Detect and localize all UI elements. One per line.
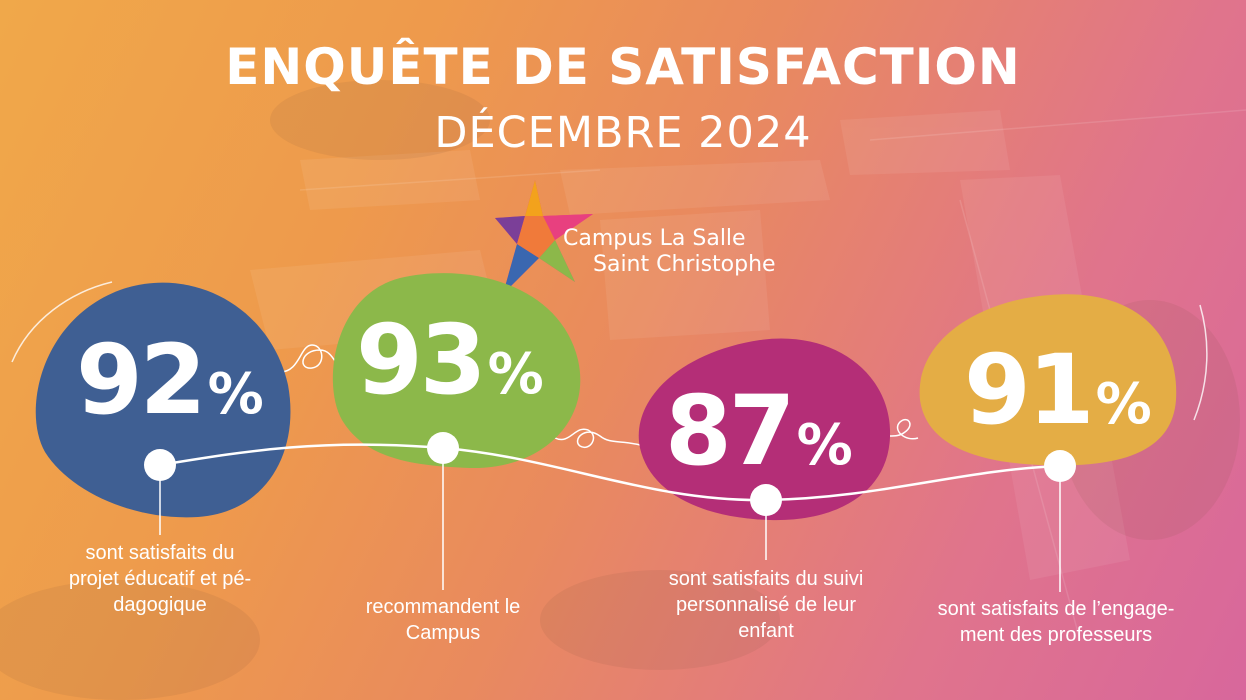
campus-logo: Campus La Salle Saint Christophe: [495, 178, 795, 298]
logo-text-line2: Saint Christophe: [593, 252, 776, 277]
stat-caption-87: sont satisfaits du suivi personnalisé de…: [636, 566, 896, 644]
stat-unit: %: [1095, 372, 1152, 437]
caption-line: ment des professeurs: [959, 624, 1153, 646]
page-subtitle: DÉCEMBRE 2024: [434, 108, 812, 158]
stat-number: 91: [964, 334, 1095, 446]
timeline-dot-4: [1044, 450, 1076, 482]
stat-number: 93: [356, 304, 487, 416]
caption-line: dagogique: [113, 594, 207, 616]
star-logo-icon: [495, 180, 593, 294]
stat-number: 92: [76, 324, 207, 436]
caption-line: recommandent le: [365, 596, 521, 618]
caption-line: sont satisfaits du: [85, 542, 235, 564]
stat-unit: %: [796, 413, 853, 478]
stat-blob-91: [919, 294, 1177, 466]
caption-line: projet éducatif et pé-: [68, 568, 252, 590]
caption-line: Campus: [405, 622, 481, 644]
caption-line: enfant: [738, 620, 794, 642]
stat-caption-92: sont satisfaits du projet éducatif et pé…: [30, 540, 290, 618]
timeline-line: [159, 443, 1061, 502]
page-title: ENQUÊTE DE SATISFACTION: [225, 38, 1021, 96]
curly-connector-2: [554, 428, 641, 449]
caption-line: personnalisé de leur: [675, 594, 857, 616]
caption-line: sont satisfaits de l’engage-: [937, 598, 1175, 620]
caption-line: sont satisfaits du suivi: [668, 568, 864, 590]
stat-number: 87: [665, 375, 796, 487]
stat-caption-93: recommandent le Campus: [318, 594, 568, 646]
decorative-arc-left: [11, 281, 113, 363]
timeline-dot-1: [144, 449, 176, 481]
stat-blob-93: [332, 273, 581, 469]
stat-unit: %: [487, 342, 544, 407]
decorative-arc-right: [1193, 304, 1208, 421]
stat-value-91: 91%: [964, 342, 1152, 438]
stat-value-87: 87%: [665, 383, 853, 479]
stat-value-92: 92%: [76, 332, 264, 428]
stat-value-93: 93%: [356, 312, 544, 408]
logo-text-line1: Campus La Salle: [563, 226, 746, 251]
stat-caption-91: sont satisfaits de l’engage- ment des pr…: [906, 596, 1206, 648]
stat-blob-92: [35, 282, 291, 518]
timeline-dot-3: [750, 484, 782, 516]
timeline-dot-2: [427, 432, 459, 464]
stat-unit: %: [207, 362, 264, 427]
curly-connector-1: [279, 344, 346, 373]
stat-blob-87: [638, 338, 891, 521]
